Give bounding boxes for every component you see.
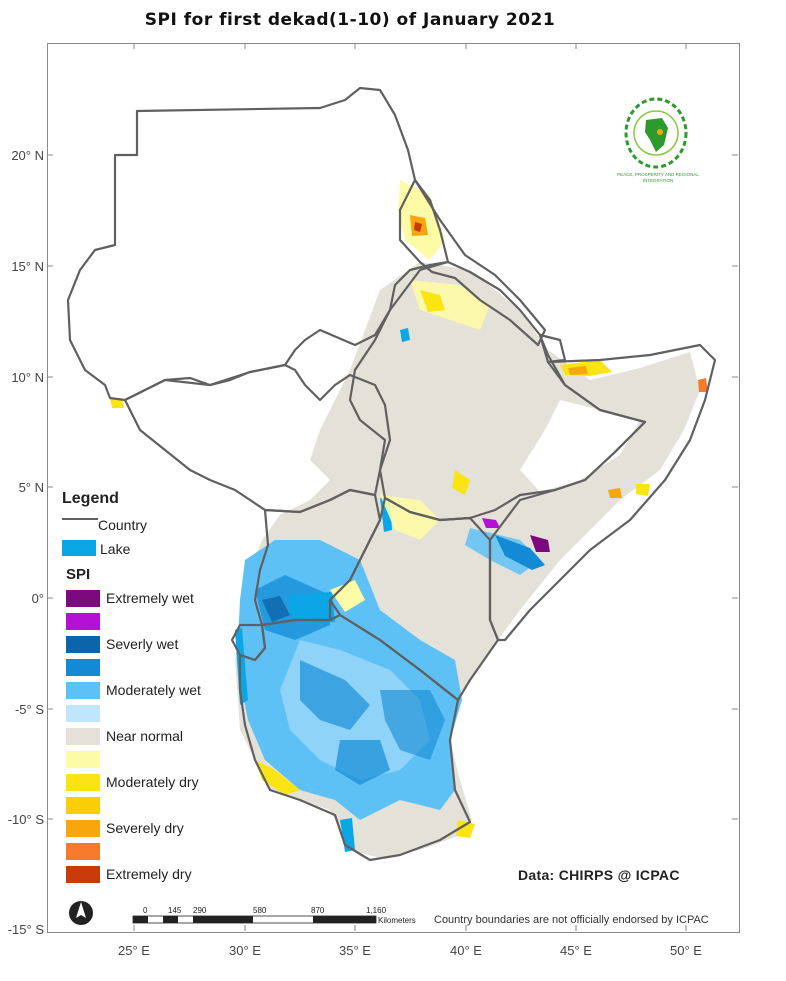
legend-spi-swatch xyxy=(66,636,100,653)
igad-tagline: PEACE, PROSPERITY AND REGIONAL INTEGRATI… xyxy=(617,172,699,183)
igad-logo-icon xyxy=(624,97,688,169)
legend-spi-swatch xyxy=(66,705,100,722)
scale-tick-580: 580 xyxy=(253,906,267,915)
legend-spi-swatch xyxy=(66,843,100,860)
country-boundaries xyxy=(66,86,717,862)
lon-label-25e: 25° E xyxy=(118,943,150,958)
scale-unit: Kilometers xyxy=(378,916,416,925)
lake-victoria xyxy=(288,592,335,624)
legend-spi-label: Extremely wet xyxy=(106,590,194,606)
lon-label-40e: 40° E xyxy=(450,943,482,958)
legend-spi-label: Near normal xyxy=(106,728,184,744)
legend-spi-swatch xyxy=(66,820,100,837)
lat-label-5s: -5° S xyxy=(14,702,44,717)
lat-label-0: 0° xyxy=(31,591,44,606)
map-legend: Legend xyxy=(62,490,119,508)
legend-spi-swatch xyxy=(66,590,100,607)
scale-tick-290: 290 xyxy=(193,906,207,915)
lat-label-20n: 20° N xyxy=(11,148,44,163)
legend-spi-label: Severly wet xyxy=(106,636,179,652)
legend-country-line xyxy=(62,518,98,520)
lat-label-5n: 5° N xyxy=(18,480,44,495)
legend-spi-swatch xyxy=(66,728,100,745)
legend-lake-label: Lake xyxy=(100,541,131,557)
legend-country-label: Country xyxy=(98,517,148,533)
legend-spi-swatch xyxy=(66,659,100,676)
legend-lake-swatch xyxy=(62,540,96,556)
legend-spi-swatch xyxy=(66,866,100,883)
lon-label-30e: 30° E xyxy=(229,943,261,958)
scale-tick-1160: 1,160 xyxy=(366,906,387,915)
somali-dry-white xyxy=(520,400,640,492)
frame-ticks xyxy=(47,43,738,931)
legend-spi-swatch xyxy=(66,751,100,768)
scale-tick-870: 870 xyxy=(311,906,325,915)
legend-heading: Legend xyxy=(62,490,119,507)
legend-spi-swatch xyxy=(66,682,100,699)
lat-label-15n: 15° N xyxy=(11,259,44,274)
legend-spi-swatch xyxy=(66,797,100,814)
scale-tick-0: 0 xyxy=(143,906,148,915)
lat-label-10s: -10° S xyxy=(7,812,44,827)
lat-label-10n: 10° N xyxy=(11,370,44,385)
legend-spi-label: Moderately wet xyxy=(106,682,201,698)
scale-bar xyxy=(132,915,377,924)
scale-tick-145: 145 xyxy=(168,906,182,915)
lon-label-35e: 35° E xyxy=(339,943,371,958)
legend-spi-swatch xyxy=(66,774,100,791)
lake-tana xyxy=(400,328,410,342)
boundary-disclaimer: Country boundaries are not officially en… xyxy=(434,914,709,926)
lake-tanganyika xyxy=(235,628,248,705)
data-credit: Data: CHIRPS @ ICPAC xyxy=(518,867,680,883)
legend-spi-label: Moderately dry xyxy=(106,774,199,790)
legend-spi-heading: SPI xyxy=(66,566,91,583)
legend-spi-swatch xyxy=(66,613,100,630)
lat-label-15s: -15° S xyxy=(7,922,44,937)
legend-spi-label: Severely dry xyxy=(106,820,184,836)
lon-label-45e: 45° E xyxy=(560,943,592,958)
legend-spi-label: Extremely dry xyxy=(106,866,192,882)
north-arrow-icon xyxy=(69,901,93,925)
map-title: SPI for first dekad(1-10) of January 202… xyxy=(144,10,556,30)
lon-label-50e: 50° E xyxy=(670,943,702,958)
